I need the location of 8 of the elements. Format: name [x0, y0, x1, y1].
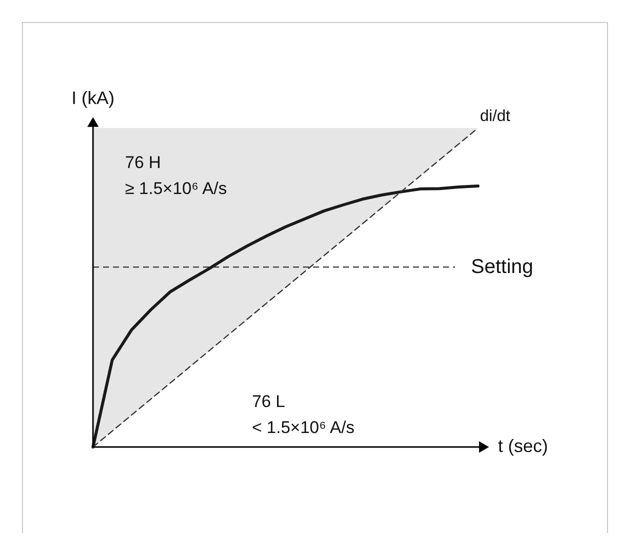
annotation: < 1.5×10⁶ A/s: [252, 418, 354, 437]
ref-line-label: Setting: [471, 256, 534, 278]
annotation: ≥ 1.5×10⁶ A/s: [125, 179, 227, 198]
x-axis-title: t (sec): [498, 436, 548, 456]
series-label: di/dt: [480, 108, 511, 125]
y-axis-title: I (kA): [72, 88, 114, 108]
annotation: 76 L: [252, 392, 286, 411]
annotation: 76 H: [125, 153, 161, 172]
